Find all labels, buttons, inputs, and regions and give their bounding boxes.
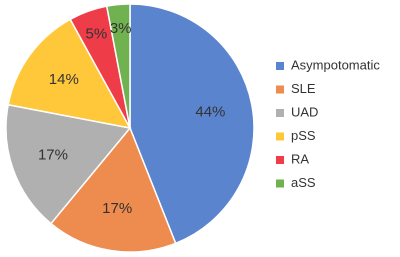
legend-label: pSS [291, 128, 316, 143]
legend-swatch [276, 62, 284, 70]
legend-label: RA [291, 151, 309, 166]
pie-slice [5, 103, 132, 225]
data-label: 5% [86, 26, 108, 43]
legend-swatch [276, 156, 284, 164]
legend-swatch [276, 179, 284, 188]
data-label: 17% [38, 147, 68, 164]
legend-swatch [276, 109, 284, 117]
data-label: 44% [195, 104, 225, 121]
legend-swatch [276, 85, 284, 94]
pie-slice [105, 3, 131, 129]
data-label: 14% [49, 71, 79, 88]
legend-label: aSS [291, 175, 316, 190]
data-label: 3% [110, 20, 132, 37]
pie-slice [129, 3, 255, 245]
pie-slice [49, 126, 177, 253]
legend-label: Asympotomatic [291, 57, 380, 72]
legend-label: UAD [291, 104, 318, 119]
legend-swatch [276, 132, 284, 141]
legend-label: SLE [291, 81, 316, 96]
data-label: 17% [102, 200, 132, 217]
pie-slice [7, 18, 132, 130]
